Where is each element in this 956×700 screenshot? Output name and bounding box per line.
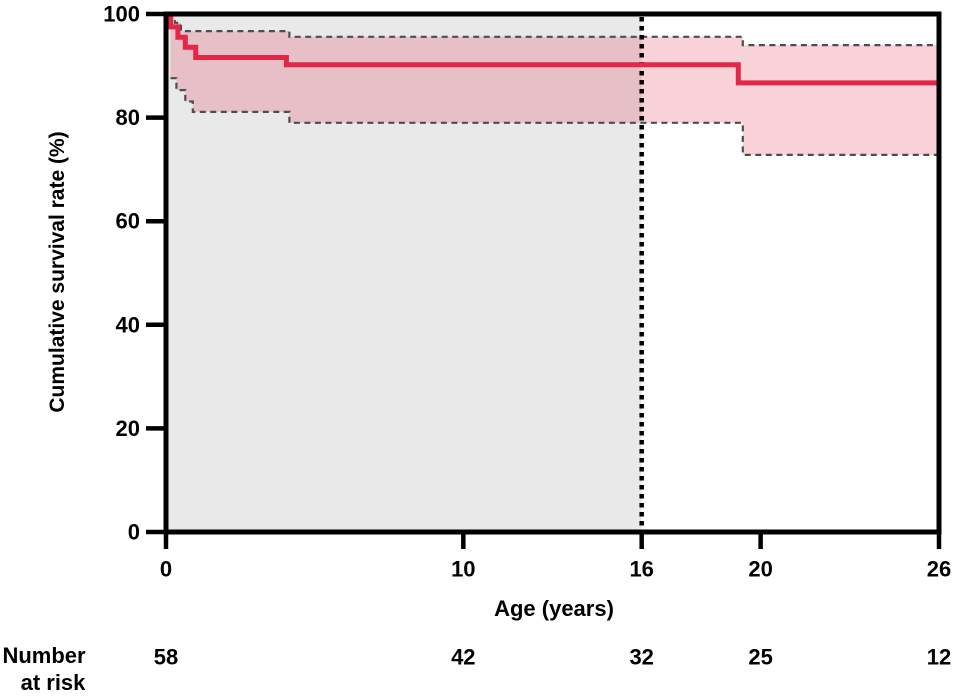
y-tick-label: 60 [116,209,140,234]
number-at-risk-row: 58 42 32 25 12 [154,645,951,670]
number-at-risk-value: 12 [927,645,951,670]
y-tick-label: 0 [128,520,140,545]
x-tick-label: 16 [629,557,653,582]
y-tick-label: 80 [116,105,140,130]
x-axis-title: Age (years) [494,596,614,621]
y-tick-label: 40 [116,312,140,337]
number-at-risk-value: 25 [748,645,772,670]
x-tick-label: 10 [451,557,475,582]
number-at-risk-label-line2: at risk [20,670,86,695]
confidence-band [170,14,939,155]
x-tick-label: 26 [927,557,951,582]
number-at-risk-label-line1: Number [2,643,86,668]
ci-lower-line [170,77,939,156]
plot-area [166,14,939,532]
y-tick-label: 20 [116,416,140,441]
plot-frame [163,11,942,535]
ci-upper-line [170,14,939,47]
x-tick-label: 20 [748,557,772,582]
number-at-risk-value: 32 [629,645,653,670]
y-axis-title: Cumulative survival rate (%) [46,131,69,413]
followup-shaded-region [166,14,642,532]
survival-curve [166,14,939,86]
x-axis-ticks: 0 10 16 20 26 [160,534,951,582]
y-axis-ticks: 0 20 40 60 80 100 [103,2,164,545]
number-at-risk-value: 58 [154,645,178,670]
number-at-risk-value: 42 [451,645,475,670]
x-tick-label: 0 [160,557,172,582]
y-tick-label: 100 [103,2,140,27]
